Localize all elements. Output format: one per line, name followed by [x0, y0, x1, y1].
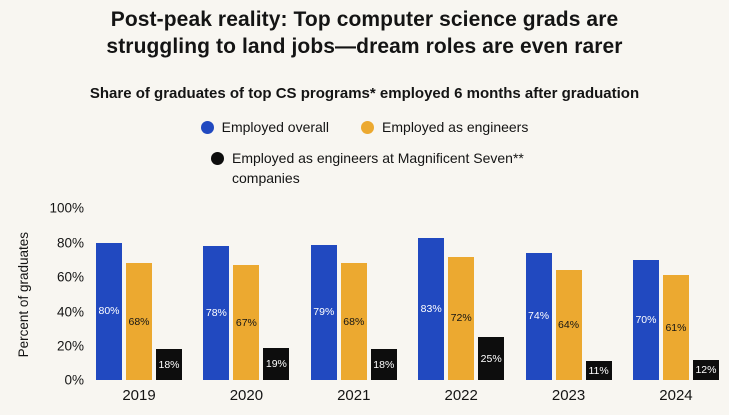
bar-group-2020: 78% 67% 19% 2020	[203, 208, 290, 405]
legend-label: Employed as engineers at Magnificent Sev…	[232, 150, 524, 186]
legend-item-employed-as-engineers: Employed as engineers	[361, 118, 528, 138]
bar-value-label: 19%	[265, 357, 287, 370]
y-tick-label: 100%	[49, 200, 84, 216]
bar-employed-overall: 78%	[203, 246, 230, 381]
bar-employed-as-engineers-at-magnificent-seven-companies: 12%	[692, 359, 719, 381]
bar-chart: Percent of graduates 0% 20% 40% 60% 80% 100% …	[0, 201, 729, 404]
bar-value-label: 11%	[588, 364, 609, 377]
y-tick-label: 80%	[56, 235, 84, 251]
bar-employed-overall: 74%	[525, 253, 552, 381]
bar-value-label: 64%	[558, 319, 580, 332]
bar-value-label: 67%	[235, 316, 257, 329]
legend-row-1: Employed overall Employed as engineers	[0, 118, 729, 138]
bar-group-2023: 74% 64% 11% 2023	[525, 208, 612, 405]
legend-item-employed-overall: Employed overall	[200, 118, 330, 138]
x-tick-label: 2022	[444, 387, 478, 405]
bar-employed-as-engineers: 67%	[233, 265, 260, 381]
chart-headline: Post-peak reality: Top computer science …	[0, 6, 729, 61]
chart-subtitle: Share of graduates of top CS programs* e…	[89, 84, 640, 102]
y-axis-title-wrap: Percent of graduates	[16, 208, 38, 380]
bar-value-label: 72%	[450, 312, 472, 325]
bars: 80% 68% 18%	[96, 208, 182, 381]
bar-value-label: 18%	[158, 358, 180, 371]
bar-value-label: 79%	[313, 306, 335, 319]
bar-employed-as-engineers: 68%	[340, 263, 367, 381]
bars: 74% 64% 11%	[525, 208, 612, 381]
x-tick-label: 2019	[122, 387, 156, 405]
bar-value-label: 18%	[373, 358, 395, 371]
bar-employed-as-engineers: 61%	[662, 275, 689, 381]
legend-row-2: Employed as engineers at Magnificent Sev…	[0, 149, 729, 188]
bars: 83% 72% 25%	[418, 208, 505, 381]
bar-value-label: 61%	[665, 321, 687, 334]
bar-group-2022: 83% 72% 25% 2022	[418, 208, 505, 405]
bar-value-label: 12%	[695, 363, 717, 376]
bar-employed-overall: 70%	[632, 259, 659, 381]
x-tick-label: 2021	[337, 387, 371, 405]
x-tick-label: 2024	[659, 387, 693, 405]
bars: 79% 68% 18%	[310, 208, 397, 381]
bar-employed-as-engineers-at-magnificent-seven-companies: 18%	[156, 349, 182, 381]
bar-employed-as-engineers-at-magnificent-seven-companies: 18%	[370, 349, 397, 381]
bar-value-label: 78%	[205, 307, 227, 320]
legend-dot-employed-overall	[200, 120, 214, 134]
bar-group-2024: 70% 61% 12% 2024	[632, 208, 719, 405]
y-axis: 0% 20% 40% 60% 80% 100%	[38, 201, 84, 388]
legend-item-magnificent-seven: Employed as engineers at Magnificent Sev…	[211, 149, 562, 188]
bar-employed-overall: 83%	[418, 237, 445, 381]
bar-employed-overall: 80%	[96, 242, 122, 381]
x-tick-label: 2020	[229, 387, 264, 405]
bar-value-label: 68%	[128, 315, 150, 328]
chart-headline-line2: struggling to land jobs—dream roles are …	[106, 35, 623, 59]
bar-employed-as-engineers: 68%	[126, 263, 152, 381]
bar-value-label: 70%	[635, 313, 657, 326]
legend-dot-magnificent-seven	[211, 152, 224, 166]
y-tick-label: 20%	[56, 338, 84, 354]
chart-headline-line1: Post-peak reality: Top computer science …	[110, 8, 619, 31]
bar-value-label: 74%	[528, 310, 550, 323]
bar-employed-as-engineers-at-magnificent-seven-companies: 19%	[263, 347, 290, 381]
y-axis-title: Percent of graduates	[16, 231, 31, 358]
y-tick-label: 60%	[56, 269, 84, 285]
legend-dot-employed-as-engineers	[361, 120, 375, 134]
bar-employed-as-engineers: 64%	[555, 270, 582, 381]
x-tick-label: 2023	[551, 387, 586, 405]
bars: 70% 61% 12%	[632, 208, 719, 381]
bars: 78% 67% 19%	[203, 208, 290, 381]
bar-value-label: 83%	[420, 302, 442, 315]
bar-value-label: 68%	[343, 315, 365, 328]
y-tick-label: 0%	[64, 372, 84, 388]
bar-employed-as-engineers-at-magnificent-seven-companies: 11%	[585, 361, 612, 381]
y-tick-label: 40%	[56, 304, 84, 320]
plot-area: 80% 68% 18% 2019 78% 67% 19% 2020 79% 68% 18% 2021 8…	[84, 208, 729, 404]
bar-employed-as-engineers-at-magnificent-seven-companies: 25%	[478, 337, 505, 381]
bar-value-label: 25%	[480, 352, 502, 365]
bar-employed-overall: 79%	[310, 244, 337, 381]
legend-label: Employed overall	[221, 118, 330, 135]
legend-label: Employed as engineers	[382, 118, 529, 135]
bar-group-2019: 80% 68% 18% 2019	[96, 208, 182, 404]
bar-group-2021: 79% 68% 18% 2021	[310, 208, 397, 405]
bar-value-label: 80%	[98, 305, 120, 318]
bar-employed-as-engineers: 72%	[448, 256, 475, 381]
